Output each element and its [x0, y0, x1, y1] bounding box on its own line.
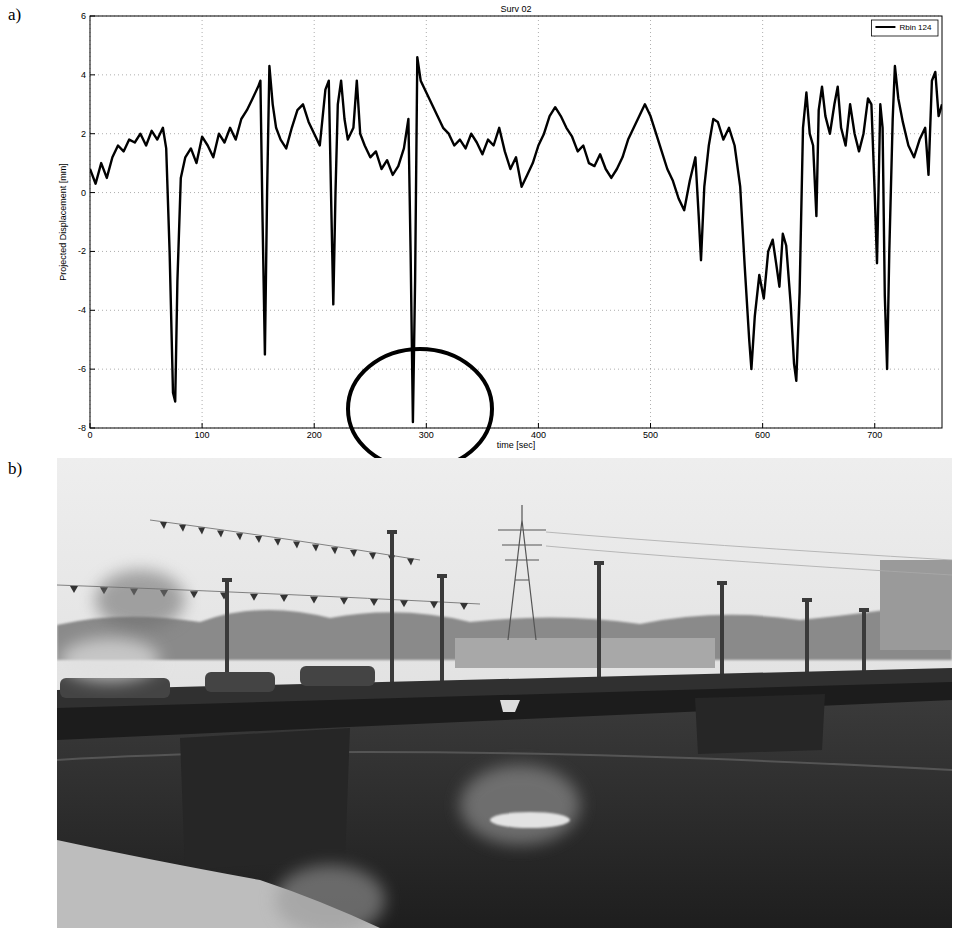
lamp-head: [717, 581, 727, 585]
grid-line: [90, 369, 942, 370]
plot-frame: [90, 16, 942, 428]
tick: [202, 423, 203, 428]
grid-line: [90, 251, 942, 252]
tick-label: 0: [87, 430, 92, 440]
highlight-circle: [348, 349, 492, 469]
tick-label: 400: [531, 430, 546, 440]
photo: [57, 458, 952, 928]
series-group: [90, 57, 942, 422]
tick: [874, 423, 875, 428]
grid-line: [762, 16, 763, 428]
lamp-head: [387, 530, 397, 534]
pylon: [498, 505, 952, 640]
sign: [500, 700, 520, 712]
grid-line: [202, 16, 203, 428]
tick-label: 500: [643, 430, 658, 440]
tick-label: -4: [78, 305, 86, 315]
lamp-head: [222, 578, 232, 582]
tick-label: 6: [81, 11, 86, 21]
line-series: [90, 57, 942, 422]
tick: [90, 133, 95, 134]
grid-line: [90, 310, 942, 311]
figure: a) 0 100 200 300 400 500 600 700 -8 -6 -4 -2 0 2 4 6 Surv…: [0, 0, 957, 932]
lamp-head: [859, 608, 869, 612]
chart-title: Surv 02: [500, 4, 531, 14]
lens-blur: [275, 865, 385, 928]
tick: [538, 423, 539, 428]
lens-blur: [460, 765, 580, 845]
tick-label: 600: [755, 430, 770, 440]
lamp-post: [440, 576, 444, 690]
lens-blur: [95, 570, 185, 630]
lens-blur: [60, 638, 160, 682]
panel-label: a): [8, 5, 21, 24]
tick-label: 4: [81, 70, 86, 80]
tick-label: 700: [867, 430, 882, 440]
lamp-head: [802, 598, 812, 602]
tick-label: -6: [78, 364, 86, 374]
grid-line: [650, 16, 651, 428]
tick-label: 2: [81, 129, 86, 139]
legend-label: Rbin 124: [899, 23, 932, 32]
panel-label: b): [8, 459, 22, 478]
grid: [90, 16, 942, 428]
tick: [90, 251, 95, 252]
sky: [57, 458, 952, 928]
tick-label: 300: [419, 430, 434, 440]
tick: [314, 423, 315, 428]
legend: Rbin 124: [871, 20, 938, 36]
car: [300, 666, 375, 686]
tick-label: -8: [78, 423, 86, 433]
tick-label: -2: [78, 246, 86, 256]
grid-line: [538, 16, 539, 428]
tick: [90, 74, 95, 75]
tick-label: 100: [195, 430, 210, 440]
plot-background: [90, 16, 942, 428]
building: [880, 560, 952, 650]
tram: [455, 638, 715, 668]
legend-swatch: [875, 26, 895, 28]
pillar: [695, 694, 825, 754]
tick: [650, 423, 651, 428]
tick: [90, 369, 95, 370]
tick-label: 200: [307, 430, 322, 440]
tick: [90, 310, 95, 311]
grid-line: [90, 74, 942, 75]
lamp-head: [594, 561, 604, 565]
tick: [426, 423, 427, 428]
tick: [90, 192, 95, 193]
pillar: [180, 728, 350, 870]
y-axis-title: Projected Displacement [mm]: [58, 163, 68, 281]
lamp-head: [437, 574, 447, 578]
grid-line: [426, 16, 427, 428]
car: [205, 672, 275, 692]
tick: [762, 423, 763, 428]
legend-box: [871, 20, 938, 36]
lamp-post: [597, 563, 601, 690]
lamp-post: [390, 532, 394, 690]
tick-label: 0: [81, 188, 86, 198]
x-axis-title: time [sec]: [497, 440, 536, 450]
lens-glint: [490, 812, 570, 828]
grid-line: [314, 16, 315, 428]
